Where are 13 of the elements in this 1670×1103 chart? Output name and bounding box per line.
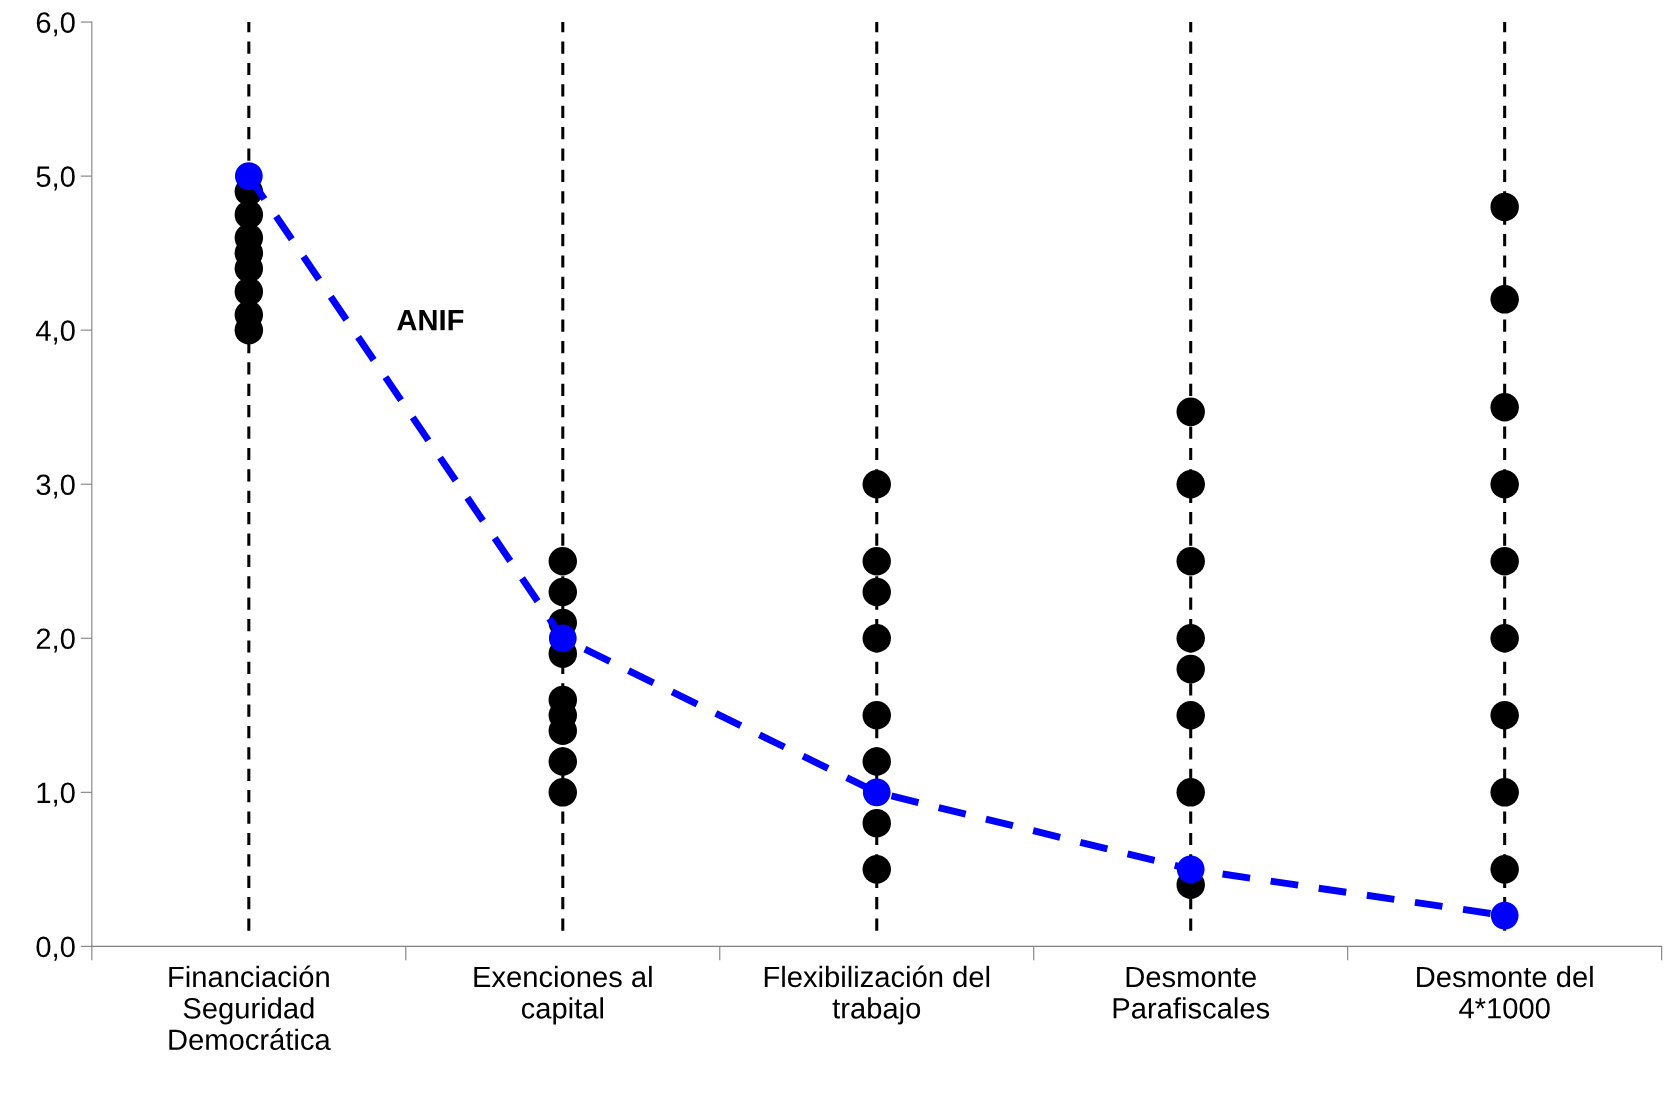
y-tick-label: 1,0 [37, 782, 75, 807]
y-tick-label: 5,0 [36, 166, 75, 191]
y-tick-label: 6,0 [36, 12, 75, 37]
x-tick-label: Flexibilización del trabajo [764, 965, 990, 1025]
x-tick-label: Financiación Seguridad Democrática [169, 965, 331, 1051]
y-tick-label: 2,0 [36, 628, 75, 653]
series-label: ANIF [397, 310, 464, 331]
y-tick-label: 3,0 [36, 474, 75, 499]
y-tick-label: 0,0 [36, 936, 75, 961]
x-tick-label: Desmonte Parafiscales [1113, 966, 1270, 1019]
y-tick-label: 4,0 [36, 320, 75, 345]
x-tick-label: Desmonte del 4*1000 [1417, 965, 1593, 1019]
x-tick-label: Exenciones al capital [474, 965, 652, 1025]
